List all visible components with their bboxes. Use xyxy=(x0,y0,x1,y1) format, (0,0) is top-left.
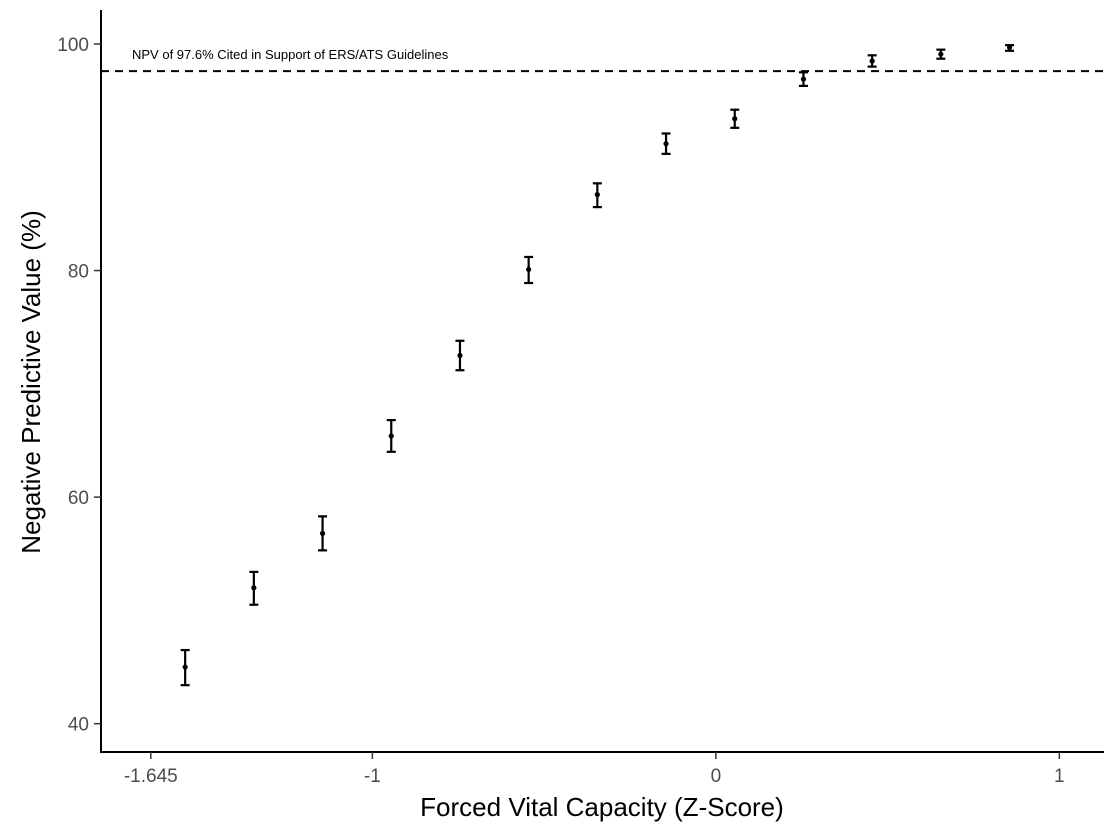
data-point-9 xyxy=(730,108,740,129)
data-point-11 xyxy=(867,54,877,68)
data-points-layer xyxy=(180,44,1015,687)
y-axis-title: Negative Predictive Value (%) xyxy=(16,210,46,553)
data-point-2 xyxy=(249,570,259,606)
point-marker xyxy=(800,76,807,82)
data-point-3 xyxy=(318,515,328,552)
y-tick-label: 100 xyxy=(57,35,89,56)
data-point-13 xyxy=(1005,44,1015,52)
point-marker xyxy=(388,433,394,439)
point-marker xyxy=(182,664,188,670)
point-marker xyxy=(869,58,875,64)
data-point-4 xyxy=(386,418,396,453)
x-tick-label: 0 xyxy=(711,766,722,787)
y-tick-label: 80 xyxy=(68,262,89,283)
reference-line-label: NPV of 97.6% Cited in Support of ERS/ATS… xyxy=(132,47,449,62)
x-tick-label: -1.645 xyxy=(124,766,178,787)
point-marker xyxy=(457,352,463,359)
y-tick-label: 60 xyxy=(68,488,89,509)
data-point-10 xyxy=(798,71,808,87)
data-point-5 xyxy=(455,339,465,372)
point-marker xyxy=(526,266,532,273)
point-marker xyxy=(732,116,738,122)
point-marker xyxy=(938,51,944,57)
ticks-layer: -1.645 -1 0 1 40 60 80 100 xyxy=(57,35,1064,787)
axes-layer xyxy=(100,10,1104,753)
data-point-12 xyxy=(936,48,946,60)
point-marker xyxy=(1006,44,1013,50)
y-tick-label: 40 xyxy=(68,715,89,736)
point-marker xyxy=(319,530,326,536)
data-point-1 xyxy=(180,648,190,687)
x-axis-title: Forced Vital Capacity (Z-Score) xyxy=(420,792,784,822)
data-point-6 xyxy=(524,255,534,285)
x-tick-label: 1 xyxy=(1054,766,1065,787)
point-marker xyxy=(594,192,600,198)
point-marker xyxy=(251,585,257,591)
x-tick-label: -1 xyxy=(364,766,381,787)
data-point-7 xyxy=(592,182,602,209)
data-point-8 xyxy=(661,132,671,155)
point-marker xyxy=(663,141,669,147)
